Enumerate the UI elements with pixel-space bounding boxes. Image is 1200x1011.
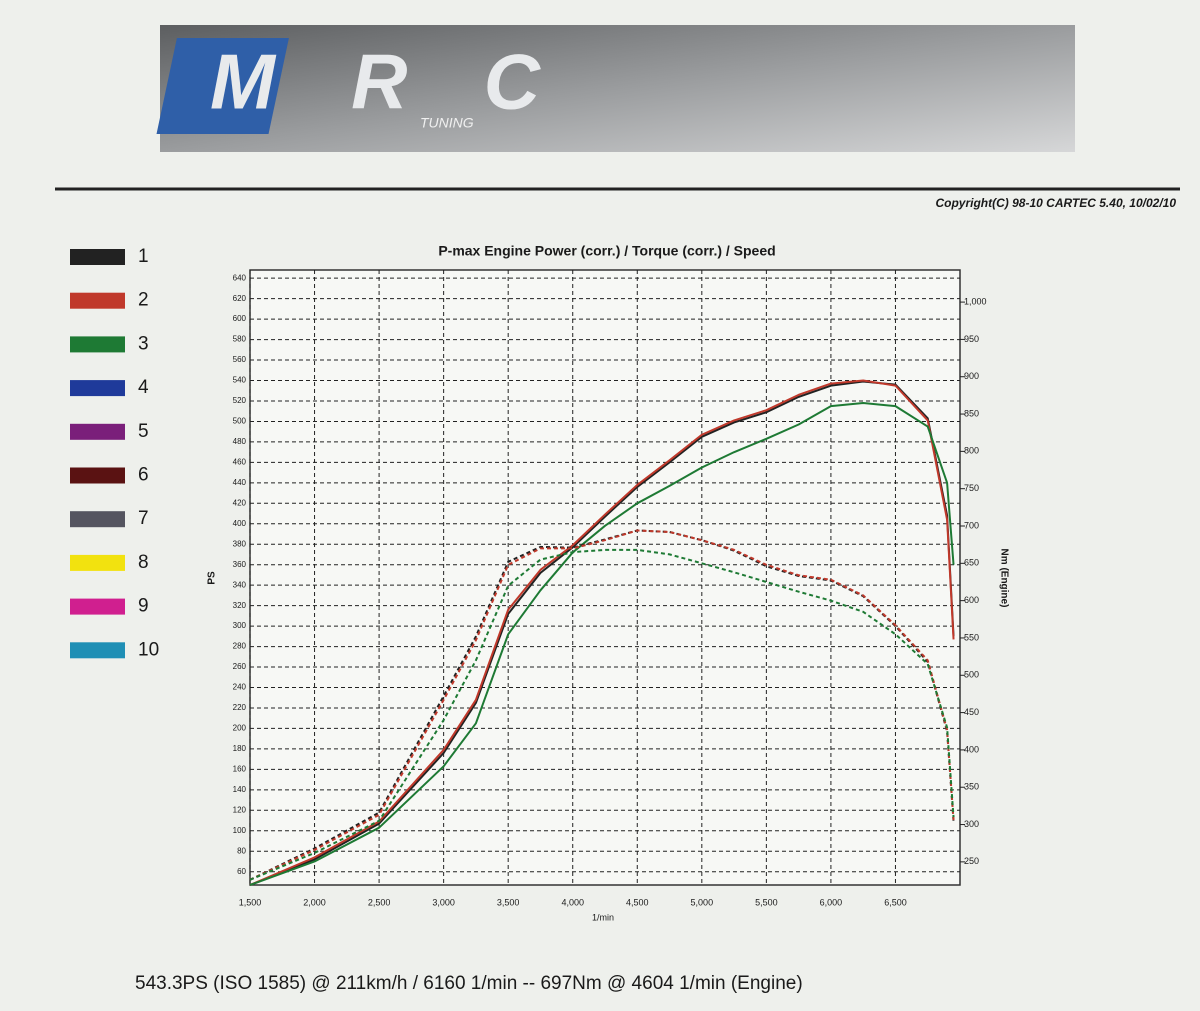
y-tick-label: 120: [233, 805, 247, 814]
y2-tick-label: 250: [964, 856, 979, 866]
y2-tick-label: 550: [964, 632, 979, 642]
y2-tick-label: 850: [964, 408, 979, 418]
logo-sub: TUNING: [420, 115, 474, 131]
y-tick-label: 480: [233, 437, 247, 446]
y-tick-label: 300: [233, 621, 247, 630]
legend-label: 4: [138, 377, 149, 398]
y2-tick-label: 500: [964, 670, 979, 680]
y2-tick-label: 950: [964, 334, 979, 344]
legend-label: 9: [138, 596, 149, 617]
y-tick-label: 400: [233, 519, 247, 528]
y-axis-label: PS: [207, 571, 218, 585]
logo: MRC: [210, 38, 542, 126]
y2-tick-label: 650: [964, 558, 979, 568]
x-tick-label: 5,500: [755, 897, 778, 907]
x-tick-label: 2,000: [303, 897, 326, 907]
y-tick-label: 280: [233, 642, 247, 651]
footer: 543.3PS (ISO 1585) @ 211km/h / 6160 1/mi…: [135, 973, 803, 994]
legend-label: 2: [138, 290, 149, 311]
x-tick-label: 3,000: [432, 897, 455, 907]
legend-swatch: [70, 554, 125, 571]
y-tick-label: 380: [233, 539, 247, 548]
power-line: [249, 402, 955, 886]
y-tick-label: 200: [233, 724, 247, 733]
y-tick-label: 640: [233, 273, 247, 282]
y-tick-label: 540: [233, 376, 247, 385]
torque-line: [249, 548, 955, 881]
torque-line: [249, 529, 955, 881]
y-tick-label: 260: [233, 662, 247, 671]
x-tick-label: 6,500: [884, 897, 907, 907]
banner: [160, 25, 1075, 152]
legend-swatch: [70, 642, 125, 659]
legend-label: 1: [138, 246, 149, 267]
legend-swatch: [70, 292, 125, 309]
y-tick-label: 100: [233, 826, 247, 835]
legend-swatch: [70, 598, 125, 615]
y-tick-label: 360: [233, 560, 247, 569]
y2-tick-label: 750: [964, 483, 979, 493]
legend-label: 5: [138, 421, 149, 442]
x-tick-label: 3,500: [497, 897, 520, 907]
y-tick-label: 240: [233, 683, 247, 692]
y-tick-label: 80: [237, 846, 246, 855]
y2-tick-label: 400: [964, 744, 979, 754]
legend-label: 7: [138, 508, 149, 529]
legend-swatch: [70, 380, 125, 397]
legend-label: 3: [138, 333, 149, 354]
legend-swatch: [70, 249, 125, 265]
y2-tick-label: 450: [964, 707, 979, 717]
y2-axis-label: Nm (Engine): [998, 549, 1009, 608]
x-tick-label: 6,000: [820, 897, 843, 907]
chart-title: P-max Engine Power (corr.) / Torque (cor…: [438, 243, 775, 259]
y-tick-label: 500: [233, 417, 247, 426]
y-tick-label: 340: [233, 580, 247, 589]
x-tick-label: 4,000: [561, 897, 584, 907]
legend-swatch: [70, 423, 125, 440]
y2-tick-label: 600: [964, 595, 979, 605]
y2-tick-label: 300: [964, 819, 979, 829]
legend-label: 10: [138, 639, 159, 660]
y2-tick-label: 1,000: [964, 296, 987, 306]
y-tick-label: 600: [233, 314, 247, 323]
y-tick-label: 320: [233, 601, 247, 610]
y2-tick-label: 700: [964, 520, 979, 530]
y-tick-label: 220: [233, 703, 247, 712]
y2-tick-label: 350: [964, 782, 979, 792]
plot-frame: [249, 269, 961, 886]
legend-swatch: [70, 336, 125, 353]
x-tick-label: 4,500: [626, 897, 649, 907]
legend-label: 8: [138, 552, 149, 573]
x-tick-label: 1,500: [239, 897, 262, 907]
y-tick-label: 560: [233, 355, 247, 364]
y2-tick-label: 800: [964, 446, 979, 456]
logo-box: [156, 38, 289, 134]
legend-label: 6: [138, 465, 149, 486]
copyright: Copyright(C) 98-10 CARTEC 5.40, 10/02/10: [935, 196, 1176, 210]
y-tick-label: 180: [233, 744, 247, 753]
y-tick-label: 520: [233, 396, 247, 405]
x-tick-label: 5,000: [691, 897, 714, 907]
y-tick-label: 440: [233, 478, 247, 487]
y-tick-label: 620: [233, 294, 247, 303]
y-tick-label: 60: [237, 867, 246, 876]
y-tick-label: 460: [233, 457, 247, 466]
y-tick-label: 580: [233, 335, 247, 344]
y-tick-label: 420: [233, 498, 247, 507]
legend-swatch: [70, 511, 125, 528]
x-axis-label: 1/min: [592, 912, 614, 922]
y2-tick-label: 900: [964, 371, 979, 381]
x-tick-label: 2,500: [368, 897, 391, 907]
y-tick-label: 140: [233, 785, 247, 794]
y-tick-label: 160: [233, 764, 247, 773]
power-line: [249, 379, 955, 886]
legend-swatch: [70, 467, 125, 484]
